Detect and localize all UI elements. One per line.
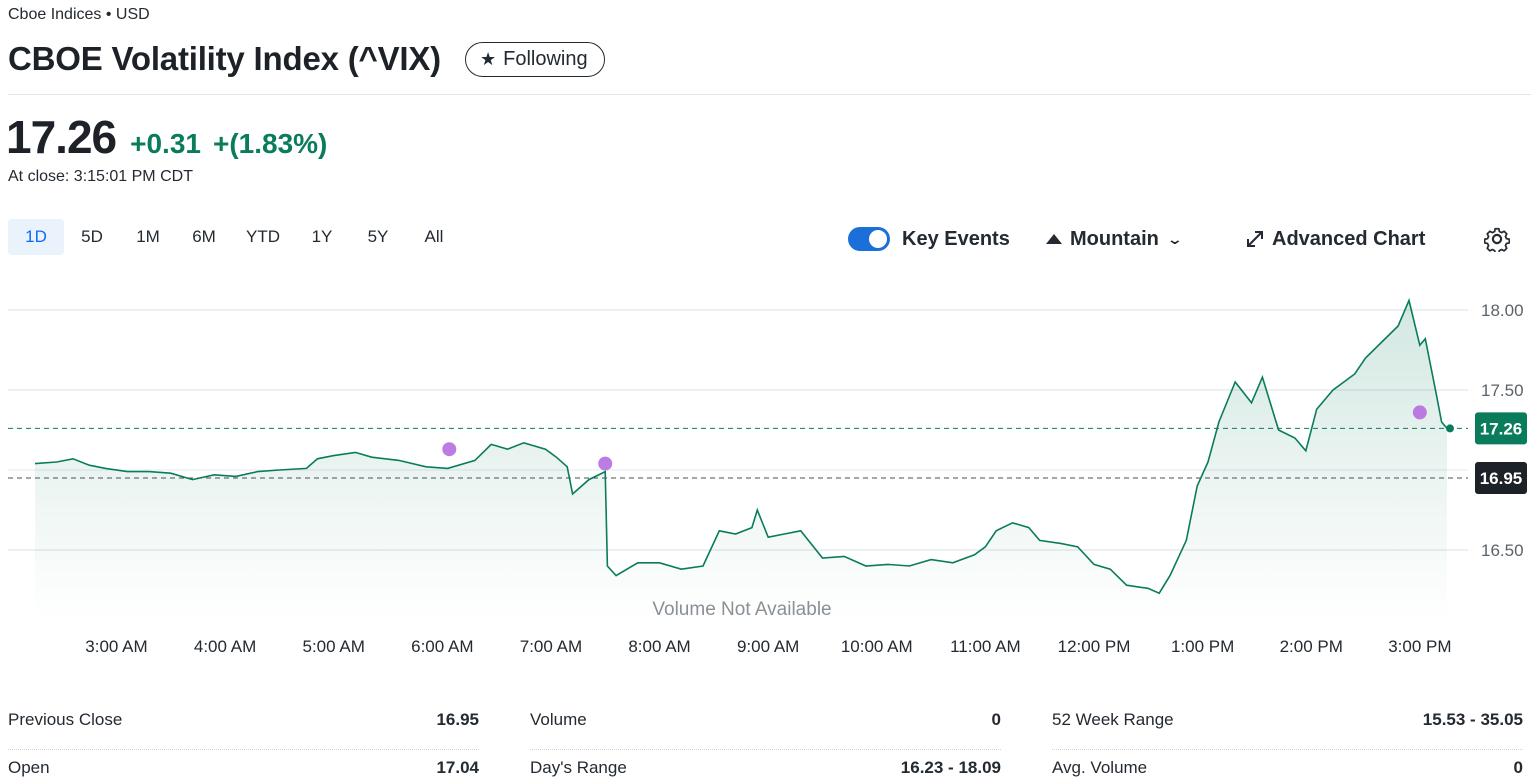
y-tick-label: 17.50 xyxy=(1481,381,1524,400)
range-6m[interactable]: 6M xyxy=(192,227,216,246)
range-1y[interactable]: 1Y xyxy=(311,227,333,246)
price-line xyxy=(34,297,1448,595)
key-event-marker[interactable] xyxy=(442,442,457,457)
following-button[interactable]: ★ Following xyxy=(464,41,605,77)
chart-type-dropdown[interactable]: Mountain ⌄ xyxy=(1046,222,1183,256)
stat-label: Open xyxy=(8,758,50,777)
current-price-tag-label: 17.26 xyxy=(1480,419,1523,438)
x-tick-label: 1:00 PM xyxy=(1171,637,1234,656)
current-price-tag: 17.26 xyxy=(1475,412,1527,445)
price-chart[interactable]: 18.00 17.50 16.50 17.26 16.95 3:00 AM 4:00 AM… xyxy=(0,280,1531,670)
close-time: At close: 3:15:01 PM CDT xyxy=(8,168,193,185)
header-divider xyxy=(8,94,1531,95)
stat-row: Avg. Volume 0 xyxy=(1052,750,1523,781)
stats-column: 52 Week Range 15.53 - 35.05 Avg. Volume 0 xyxy=(1052,702,1523,781)
key-events-toggle[interactable]: Key Events xyxy=(848,222,1010,256)
x-axis: 3:00 AM 4:00 AM 5:00 AM 6:00 AM 7:00 AM 8:00 … xyxy=(85,637,1451,656)
y-tick-label: 16.50 xyxy=(1481,541,1524,560)
stat-label: 52 Week Range xyxy=(1052,710,1174,729)
chevron-down-icon: ⌄ xyxy=(1166,230,1183,247)
x-tick-label: 7:00 AM xyxy=(520,637,582,656)
range-5d[interactable]: 5D xyxy=(81,227,103,246)
title-row: CBOE Volatility Index (^VIX) ★ Following xyxy=(8,40,605,78)
range-ytd[interactable]: YTD xyxy=(246,227,280,246)
x-tick-label: 10:00 AM xyxy=(841,637,913,656)
stat-row: Previous Close 16.95 xyxy=(8,702,479,750)
x-tick-label: 6:00 AM xyxy=(411,637,473,656)
range-5y[interactable]: 5Y xyxy=(367,227,389,246)
stat-row: Volume 0 xyxy=(530,702,1001,750)
stat-row: 52 Week Range 15.53 - 35.05 xyxy=(1052,702,1523,750)
range-1d[interactable]: 1D xyxy=(8,219,64,255)
x-tick-label: 12:00 PM xyxy=(1058,637,1131,656)
x-tick-label: 4:00 AM xyxy=(194,637,256,656)
key-event-marker[interactable] xyxy=(1412,405,1427,420)
stat-row: Open 17.04 xyxy=(8,750,479,781)
advanced-chart-label: Advanced Chart xyxy=(1272,227,1426,250)
gear-icon[interactable] xyxy=(1484,226,1510,252)
stats-column: Volume 0 Day's Range 16.23 - 18.09 xyxy=(530,702,1001,781)
stat-value: 16.95 xyxy=(436,710,479,729)
advanced-chart-button[interactable]: Advanced Chart xyxy=(1246,222,1425,256)
stat-value: 0 xyxy=(991,710,1001,729)
stat-value: 17.04 xyxy=(436,758,479,777)
previous-close-tag-label: 16.95 xyxy=(1480,469,1523,488)
last-point-dot xyxy=(1446,424,1454,433)
x-tick-label: 2:00 PM xyxy=(1280,637,1343,656)
star-icon: ★ xyxy=(479,48,497,69)
x-tick-label: 3:00 AM xyxy=(85,637,147,656)
following-label: Following xyxy=(503,47,588,70)
expand-icon xyxy=(1247,231,1263,247)
page-title: CBOE Volatility Index (^VIX) xyxy=(8,40,441,77)
x-tick-label: 8:00 AM xyxy=(628,637,690,656)
price-area xyxy=(35,300,1447,620)
x-tick-label: 9:00 AM xyxy=(737,637,799,656)
key-events xyxy=(442,405,1427,471)
key-event-marker[interactable] xyxy=(598,456,613,471)
stats-column: Previous Close 16.95 Open 17.04 xyxy=(8,702,479,781)
y-axis: 18.00 17.50 16.50 17.26 16.95 xyxy=(1475,301,1527,560)
exchange-label: Cboe Indices • USD xyxy=(8,6,150,23)
stats-panel: Previous Close 16.95 Open 17.04 Volume 0 Day's… xyxy=(8,702,1523,781)
x-tick-label: 3:00 PM xyxy=(1388,637,1451,656)
chart-type-label: Mountain xyxy=(1070,227,1159,250)
stat-label: Avg. Volume xyxy=(1052,758,1148,777)
range-selector: 1D 5D 1M 6M YTD 1Y 5Y All xyxy=(8,219,462,255)
last-price: 17.26 xyxy=(6,111,117,163)
x-tick-label: 11:00 AM xyxy=(950,637,1021,656)
y-tick-label: 18.00 xyxy=(1481,301,1524,320)
price-change-percent: +(1.83%) xyxy=(212,128,328,159)
range-all[interactable]: All xyxy=(424,227,444,246)
quote-row: 17.26 +0.31 +(1.83%) xyxy=(6,110,327,164)
previous-close-tag: 16.95 xyxy=(1475,462,1527,494)
key-events-label: Key Events xyxy=(902,227,1010,250)
stat-value: 0 xyxy=(1513,758,1523,777)
range-1m[interactable]: 1M xyxy=(136,227,160,246)
x-tick-label: 5:00 AM xyxy=(303,637,365,656)
stat-value: 15.53 - 35.05 xyxy=(1422,710,1523,729)
stat-label: Volume xyxy=(530,710,587,729)
stat-value: 16.23 - 18.09 xyxy=(900,758,1001,777)
mountain-icon xyxy=(1046,234,1062,244)
stat-row: Day's Range 16.23 - 18.09 xyxy=(530,750,1001,781)
volume-note: Volume Not Available xyxy=(652,599,831,620)
toggle-switch[interactable] xyxy=(848,227,890,251)
price-change: +0.31 xyxy=(130,128,201,159)
stat-label: Previous Close xyxy=(8,710,123,729)
stat-label: Day's Range xyxy=(530,758,627,777)
